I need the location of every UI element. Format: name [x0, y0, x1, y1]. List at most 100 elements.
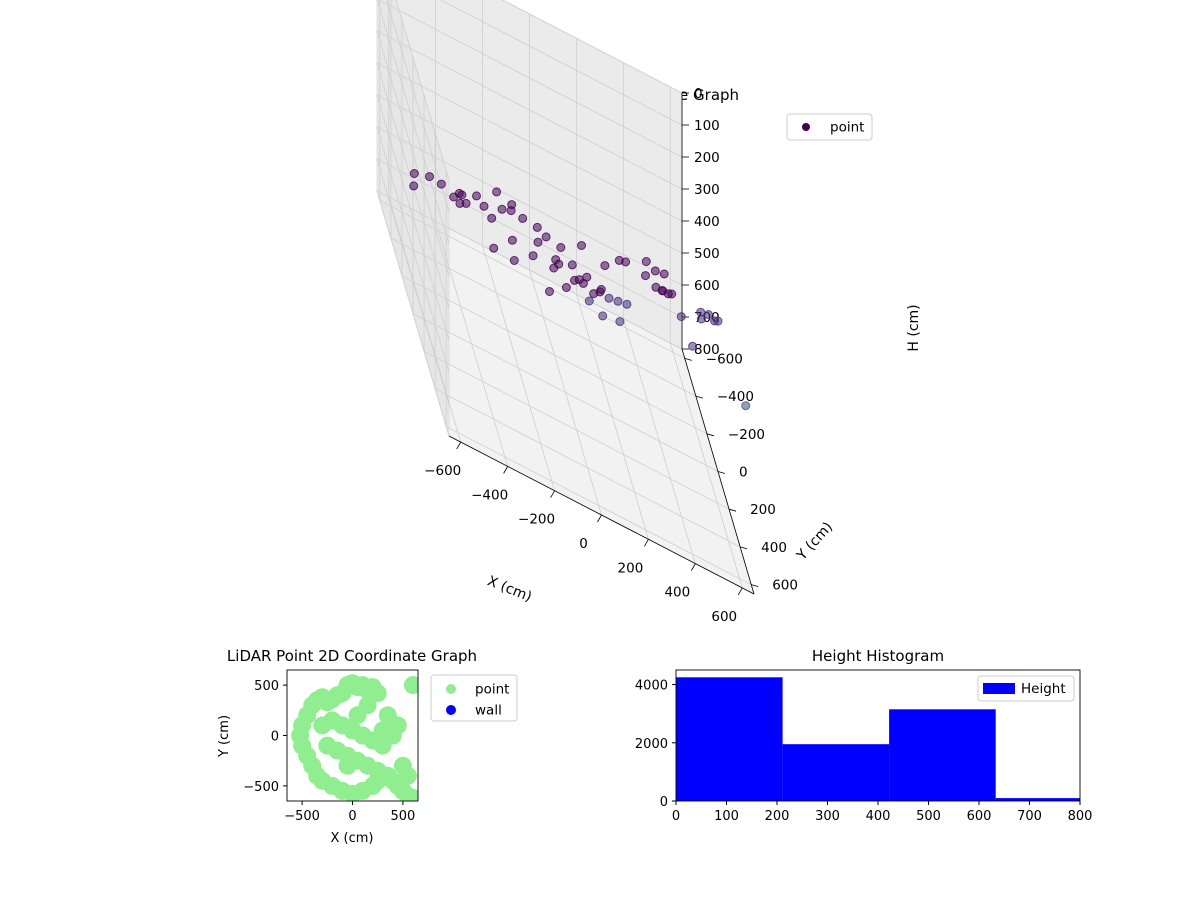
legend-label: point — [830, 120, 864, 136]
data-point — [455, 198, 465, 208]
data-point — [373, 721, 392, 740]
grid-line — [390, 237, 697, 397]
grid-line — [439, 0, 683, 126]
chart-histogram: Height Histogram 0 100 200 300 400 500 600 700 8… — [635, 647, 1093, 824]
y-tick-label: 4000 — [635, 679, 668, 694]
y-tick-label: −400 — [717, 389, 754, 405]
x-tick-label: 100 — [714, 809, 739, 824]
legend-marker — [446, 684, 456, 694]
data-point — [595, 287, 605, 297]
grid-line — [412, 313, 719, 472]
tick-mark — [751, 584, 759, 587]
grid-line — [379, 200, 685, 359]
x-tick-label: 500 — [390, 809, 415, 824]
data-point — [615, 317, 625, 327]
data-point — [489, 243, 499, 253]
grid-line — [434, 388, 741, 548]
data-point — [641, 271, 650, 281]
data-point — [641, 257, 651, 266]
tick-mark — [550, 490, 555, 498]
y-tick-label: 600 — [772, 578, 798, 594]
x-tick-label: 800 — [1068, 809, 1093, 824]
x-axis-label: X (cm) — [331, 831, 374, 846]
data-point — [710, 316, 720, 326]
data-point — [358, 696, 377, 715]
tick-labels: −500 0 500 −500 0 500 — [243, 679, 415, 824]
tick-mark — [644, 539, 649, 547]
data-point — [454, 188, 464, 198]
y-tick-label: 400 — [761, 540, 787, 556]
data-point — [368, 684, 387, 703]
tick-mark — [717, 471, 726, 474]
data-point — [409, 169, 419, 178]
x-tick-label: 300 — [815, 809, 840, 824]
legend-frame — [786, 113, 873, 141]
data-point — [338, 756, 357, 775]
data-point — [676, 312, 686, 322]
data-point — [528, 251, 538, 261]
grid-line — [423, 350, 730, 510]
tick-mark — [597, 514, 602, 523]
z-tick-label: 400 — [694, 214, 720, 230]
x-tick-label: 0 — [348, 809, 356, 824]
legend-label: point — [475, 682, 509, 698]
tick-mark — [684, 358, 692, 361]
data-point — [741, 401, 751, 411]
data-point — [436, 179, 446, 189]
grid-line — [401, 275, 708, 435]
histogram-bar — [782, 744, 890, 801]
x-tick-label: 500 — [916, 809, 941, 824]
y-tick-label: 2000 — [635, 737, 668, 752]
data-point — [703, 310, 713, 319]
data-point — [487, 213, 497, 223]
grid-line — [376, 190, 450, 437]
x-tick-label: 400 — [866, 809, 891, 824]
data-point — [409, 181, 419, 191]
legend: Height — [977, 675, 1075, 702]
tick-mark — [740, 546, 748, 550]
z-axis-label: H (cm) — [906, 304, 922, 351]
data-point — [518, 213, 528, 223]
grid-line — [376, 62, 683, 222]
data-point — [574, 275, 584, 285]
data-point — [492, 187, 502, 197]
legend-marker — [983, 683, 1015, 694]
y-tick-label: 500 — [254, 679, 279, 694]
z-tick-label: 200 — [694, 150, 720, 166]
chart-2d: LiDAR Point 2D Coordinate Graph −500 0 500… — [217, 647, 518, 846]
data-point — [584, 296, 594, 306]
x-tick-label: 0 — [672, 809, 680, 824]
x-tick-label: 600 — [711, 609, 737, 625]
y-axis-label: Y (cm) — [217, 715, 232, 758]
x-tick-label: −500 — [284, 809, 320, 824]
data-point — [561, 283, 571, 292]
data-point — [651, 282, 661, 292]
tick-mark — [503, 466, 509, 474]
y-tick-label: −600 — [706, 351, 743, 367]
y-tick-label: 0 — [739, 465, 748, 481]
chart-3d: LiDAR Point 3D Coordinate Graph −600−400… — [376, 0, 922, 625]
legend-frame — [977, 675, 1075, 702]
y-axis-label: Y (cm) — [793, 519, 836, 564]
x-tick-label: 200 — [618, 560, 644, 576]
grid-line — [376, 0, 450, 245]
legend-label: wall — [475, 703, 502, 719]
legend: point wall — [430, 674, 518, 722]
tick-mark — [456, 441, 462, 450]
data-point — [425, 172, 434, 182]
y-tick-label: 200 — [750, 502, 776, 518]
data-point — [650, 266, 660, 276]
tick-labels: 0 100 200 300 400 500 600 700 800 0 2000 4000 — [635, 679, 1093, 824]
z-tick-label: 600 — [694, 278, 720, 294]
histogram-bar — [889, 709, 996, 801]
data-point — [533, 237, 543, 247]
data-point — [556, 243, 566, 252]
data-point — [577, 241, 586, 250]
tick-mark — [695, 395, 703, 399]
histogram-bar — [676, 677, 783, 801]
z-tick-label: 500 — [694, 246, 720, 262]
data-point — [613, 296, 623, 306]
grid-line — [376, 190, 683, 350]
data-point — [545, 287, 554, 296]
